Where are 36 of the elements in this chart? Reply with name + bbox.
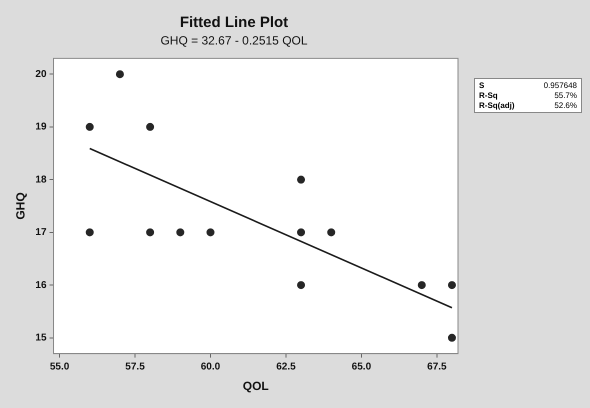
text: S xyxy=(479,81,486,90)
point xyxy=(176,228,184,236)
y-tick-label: 20 xyxy=(35,68,47,80)
x-tick-label: 67.5 xyxy=(427,361,448,372)
text: 55.7% xyxy=(553,91,577,100)
point xyxy=(146,122,154,131)
y-tick-label: 15 xyxy=(35,332,47,344)
point xyxy=(116,70,124,78)
y-tick-label: 16 xyxy=(35,280,47,291)
y-tick-label: 17 xyxy=(35,227,47,238)
x-tick-label: 62.5 xyxy=(276,361,296,372)
y-tick-label: 18 xyxy=(35,174,47,186)
x-tick-label: 55.0 xyxy=(50,361,70,372)
y-axis-title: GHQ xyxy=(14,192,28,220)
point xyxy=(448,281,456,290)
text: R-Sq(adj) xyxy=(479,101,516,110)
point xyxy=(297,228,306,236)
text: 0.957648 xyxy=(542,81,577,90)
chart-subtitle: GHQ = 32.67 - 0.2515 QOL xyxy=(160,34,308,48)
chart-title: Fitted Line Plot xyxy=(180,14,288,32)
point xyxy=(86,122,94,131)
y-tick-label: 19 xyxy=(35,122,47,133)
x-tick-label: 65.0 xyxy=(352,361,372,372)
text: 52.6% xyxy=(553,101,577,110)
point xyxy=(327,228,336,236)
text: R-Sq xyxy=(479,91,499,100)
x-tick-label: 60.0 xyxy=(200,361,221,372)
point xyxy=(146,228,154,236)
point xyxy=(206,228,214,236)
point xyxy=(86,228,94,236)
x-tick-label: 57.5 xyxy=(125,361,146,372)
x-axis-title: QOL xyxy=(242,379,269,394)
point xyxy=(448,334,456,342)
point xyxy=(297,281,306,290)
point xyxy=(297,176,306,184)
point xyxy=(418,281,426,290)
